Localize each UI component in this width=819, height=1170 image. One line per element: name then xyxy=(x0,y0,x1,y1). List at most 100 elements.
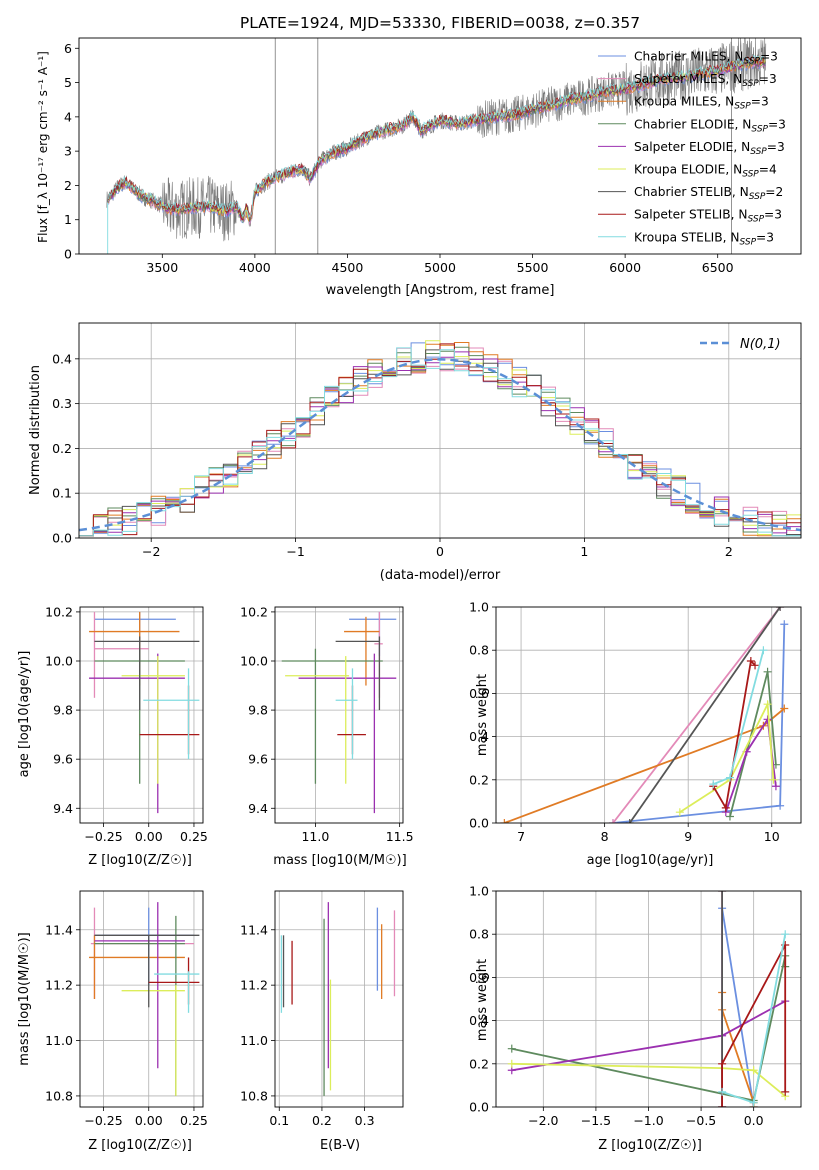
histogram-y-axis-label: Normed distribution xyxy=(28,365,43,495)
y-tick-label: 0.6 xyxy=(469,970,489,985)
plot-layer xyxy=(79,340,801,538)
weight-marker-kroupa-miles xyxy=(500,819,509,823)
y-tick-label: 10.8 xyxy=(240,1088,268,1103)
y-tick-label: 11.4 xyxy=(240,922,268,937)
spectrum-panel: PLATE=1924, MJD=53330, FIBERID=0038, z=0… xyxy=(36,14,802,298)
weight-marker-salpeter-stelib xyxy=(781,1087,790,1096)
legend-subscript: SSP xyxy=(742,170,759,180)
weight-line-salpeter-miles xyxy=(612,607,781,823)
histogram-plot-area: −2 −1 0 1 2 0.0 0.1 0.2 0.3 0.4 xyxy=(52,322,802,559)
x-tick-label: −2 xyxy=(142,544,160,559)
weight-marker-chabrier-stelib xyxy=(718,891,727,895)
model-fit-line-kroupa-elodie xyxy=(108,56,766,222)
plot-layer xyxy=(500,607,789,823)
weight-marker-salpeter-stelib xyxy=(718,1059,727,1068)
weight-marker-kroupa-stelib xyxy=(709,780,718,789)
age-vs-metallicity-plot-area: −0.25 0.00 0.25 9.4 9.6 9.8 10.0 10.2 xyxy=(45,604,208,844)
plot-layer xyxy=(106,38,767,254)
weight-marker-kroupa-stelib xyxy=(781,930,790,939)
gauss-legend-label: N(0,1) xyxy=(740,337,781,352)
x-tick-label: −0.25 xyxy=(84,829,122,844)
y-tick-label: 11.2 xyxy=(45,978,73,993)
model-fit-line-chabrier-stelib xyxy=(108,55,766,222)
weight-marker-kroupa-stelib xyxy=(759,646,768,655)
legend-subscript: SSP xyxy=(734,102,751,112)
spectrum-legend: Chabrier MILES, NSSP=3 Salpeter MILES, NS… xyxy=(598,50,786,247)
weight-marker-kroupa-stelib xyxy=(718,1087,727,1096)
legend-tail: =3 xyxy=(760,50,778,64)
legend-label-salpeter-elodie: Salpeter ELODIE, NSSP=3 xyxy=(634,140,785,157)
weight-vs-metallicity-plot-area: −2.0 −1.5 −1.0 −0.5 0.0 0.0 0.2 0.4 0.6 0.8 1.0 xyxy=(469,884,802,1128)
x-tick-label: 6000 xyxy=(609,260,641,275)
axes-frame xyxy=(78,322,802,539)
plot-layer xyxy=(507,891,790,1107)
y-tick-label: 0.4 xyxy=(469,1013,489,1028)
x-tick-label: −1 xyxy=(286,544,304,559)
legend-tail: =4 xyxy=(759,163,777,177)
weight-marker-kroupa-elodie xyxy=(507,1059,516,1068)
mass-vs-extinction-plot-area: 0.1 0.2 0.3 10.8 11.0 11.2 11.4 xyxy=(240,890,404,1128)
weight-marker-chabrier-miles xyxy=(776,801,785,810)
weight-marker-chabrier-miles xyxy=(780,620,789,629)
y-tick-label: 10.0 xyxy=(240,654,268,669)
y-tick-label: 0.3 xyxy=(52,396,72,411)
age-vs-mass-panel: 11.0 11.5 9.4 9.6 9.8 10.0 10.2 mass [log10(M/… xyxy=(240,604,413,868)
weight-marker-chabrier-stelib xyxy=(776,607,785,611)
x-tick-label: 0.1 xyxy=(269,1113,289,1128)
weight-marker-salpeter-stelib xyxy=(746,657,755,665)
axes-frame xyxy=(79,606,204,824)
y-tick-label: 0 xyxy=(64,247,72,262)
weight-marker-kroupa-elodie xyxy=(675,808,684,817)
x-tick-label: 0.25 xyxy=(180,1113,208,1128)
legend-label-chabrier-stelib: Chabrier STELIB, NSSP=2 xyxy=(634,185,783,202)
weight-vs-metallicity-panel: −2.0 −1.5 −1.0 −0.5 0.0 0.0 0.2 0.4 0.6 0.8 1.0 Z … xyxy=(469,884,802,1153)
spectrum-plot-area: 3500 4000 4500 5000 5500 6000 6500 0 1 2 3 4 5 6 xyxy=(64,37,802,275)
histogram-legend: N(0,1) xyxy=(700,337,781,352)
y-tick-label: 3 xyxy=(64,144,72,159)
y-tick-label: 0.0 xyxy=(469,1100,489,1115)
weight-line-kroupa-elodie xyxy=(679,700,775,813)
x-tick-label: 8 xyxy=(601,829,609,844)
normal-distribution-curve xyxy=(79,358,801,532)
age-vs-metallicity-y-axis-label: age [log10(age/yr)] xyxy=(17,651,32,778)
legend-label-salpeter-miles: Salpeter MILES, NSSP=3 xyxy=(634,72,777,89)
weight-marker-salpeter-elodie xyxy=(763,715,772,724)
legend-tail: =3 xyxy=(764,208,782,222)
plot-layer xyxy=(281,611,397,814)
legend-tail: =2 xyxy=(765,185,783,199)
x-tick-label: 5000 xyxy=(424,260,456,275)
weight-marker-salpeter-stelib xyxy=(721,803,730,812)
y-tick-label: 11.2 xyxy=(240,978,268,993)
weight-marker-kroupa-elodie xyxy=(749,1066,758,1075)
spectrum-y-axis-label: Flux [f_λ 10⁻¹⁷ erg cm⁻² s⁻¹ A⁻¹] xyxy=(36,51,50,243)
mass-vs-metallicity-y-axis-label: mass [log10(M/M☉)] xyxy=(17,932,32,1065)
axes-frame xyxy=(495,606,802,824)
spectrum-x-axis-label: wavelength [Angstrom, rest frame] xyxy=(326,283,555,298)
legend-subscript: SSP xyxy=(743,57,760,67)
y-tick-label: 9.4 xyxy=(53,801,73,816)
y-tick-label: 0.1 xyxy=(52,486,72,501)
weight-vs-metallicity-y-axis-label: mass weight xyxy=(475,959,490,1041)
axes-frame xyxy=(79,890,204,1108)
legend-label-chabrier-elodie: Chabrier ELODIE, NSSP=3 xyxy=(634,117,786,134)
legend-subscript: SSP xyxy=(750,147,767,157)
y-tick-label: 9.4 xyxy=(248,801,268,816)
weight-marker-kroupa-elodie xyxy=(769,775,778,784)
y-tick-label: 1.0 xyxy=(469,884,489,899)
histogram-step-kroupa-stelib xyxy=(79,347,801,538)
y-tick-label: 4 xyxy=(64,109,72,124)
x-tick-label: 1 xyxy=(580,544,588,559)
x-tick-label: 3500 xyxy=(146,260,178,275)
mass-vs-extinction-x-axis-label: E(B-V) xyxy=(320,1138,360,1153)
legend-label-kroupa-stelib: Kroupa STELIB, NSSP=3 xyxy=(634,230,774,247)
plot-layer xyxy=(89,902,200,1096)
axes-frame xyxy=(274,606,404,824)
y-tick-label: 0.6 xyxy=(469,686,489,701)
legend-tail: =3 xyxy=(751,95,769,109)
y-tick-label: 10.0 xyxy=(45,654,73,669)
x-tick-label: 0.0 xyxy=(744,1113,764,1128)
y-tick-label: 9.8 xyxy=(248,703,268,718)
weight-marker-chabrier-elodie xyxy=(507,1044,516,1053)
x-tick-label: 0.00 xyxy=(135,829,163,844)
y-tick-label: 11.0 xyxy=(240,1033,268,1048)
